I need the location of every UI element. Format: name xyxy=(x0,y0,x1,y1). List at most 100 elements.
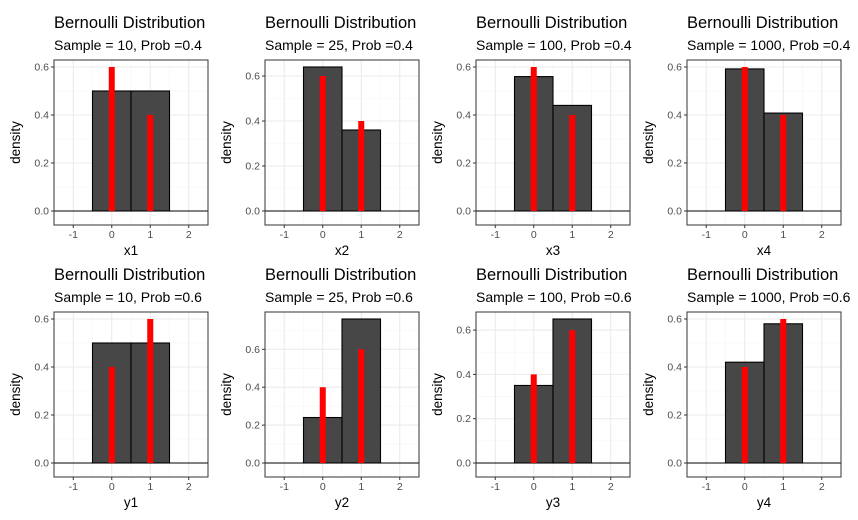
y-tick-label: 0.6 xyxy=(34,314,49,326)
x-tick-label: 2 xyxy=(819,229,825,241)
y-axis-label: density xyxy=(8,121,23,164)
chart-subtitle: Sample = 10, Prob =0.4 xyxy=(54,37,202,53)
y-tick-label: 0.6 xyxy=(245,71,260,83)
chart-subtitle: Sample = 25, Prob =0.6 xyxy=(265,289,413,305)
y-tick-label: 0.2 xyxy=(245,420,260,432)
x-tick-label: 0 xyxy=(109,481,115,493)
x-tick-label: 2 xyxy=(608,229,614,241)
x-tick-label: 0 xyxy=(742,481,748,493)
x-tick-label: 0 xyxy=(531,481,537,493)
y-tick-label: 0.0 xyxy=(34,206,49,218)
y-tick-label: 0.4 xyxy=(34,362,49,374)
y-tick-label: 0.2 xyxy=(34,410,49,422)
chart-title: Bernoulli Distribution xyxy=(54,14,205,32)
facet-panel-1: Bernoulli Distribution Sample = 10, Prob … xyxy=(8,14,209,258)
y-tick-label: 0.4 xyxy=(667,362,682,374)
y-tick-label: 0.2 xyxy=(245,161,260,173)
y-axis-label: density xyxy=(430,373,445,416)
x-tick-label: -1 xyxy=(69,481,78,493)
chart-subtitle: Sample = 100, Prob =0.6 xyxy=(476,289,632,305)
x-tick-label: -1 xyxy=(702,481,711,493)
facet-panel-8: Bernoulli Distribution Sample = 1000, Pro… xyxy=(641,266,851,510)
facet-panel-4: Bernoulli Distribution Sample = 1000, Pro… xyxy=(641,14,851,258)
y-tick-label: 0.6 xyxy=(456,325,471,337)
x-axis-label: y3 xyxy=(546,495,560,510)
x-tick-label: 2 xyxy=(397,229,403,241)
chart-title: Bernoulli Distribution xyxy=(54,266,205,284)
y-axis-label: density xyxy=(430,121,445,164)
x-axis-label: y1 xyxy=(124,495,138,510)
x-axis-label: y2 xyxy=(335,495,349,510)
x-tick-label: -1 xyxy=(280,481,289,493)
x-tick-label: 0 xyxy=(531,229,537,241)
y-axis-label: density xyxy=(641,121,656,164)
y-tick-label: 0.0 xyxy=(456,206,471,218)
x-tick-label: -1 xyxy=(491,481,500,493)
chart-title: Bernoulli Distribution xyxy=(265,14,416,32)
y-tick-label: 0.6 xyxy=(667,314,682,326)
y-tick-label: 0.4 xyxy=(245,382,260,394)
x-tick-label: 2 xyxy=(608,481,614,493)
panel-border xyxy=(686,311,842,478)
y-tick-label: 0.0 xyxy=(456,458,471,470)
panel-border xyxy=(686,59,842,226)
x-tick-label: -1 xyxy=(491,229,500,241)
chart-subtitle: Sample = 1000, Prob =0.6 xyxy=(687,289,851,305)
chart-subtitle: Sample = 1000, Prob =0.4 xyxy=(687,37,851,53)
x-tick-label: 0 xyxy=(742,229,748,241)
y-tick-label: 0.4 xyxy=(245,116,260,128)
x-tick-label: 1 xyxy=(358,229,364,241)
y-tick-label: 0.2 xyxy=(456,158,471,170)
chart-subtitle: Sample = 100, Prob =0.4 xyxy=(476,37,632,53)
chart-title: Bernoulli Distribution xyxy=(476,266,627,284)
y-tick-label: 0.2 xyxy=(667,158,682,170)
x-axis-label: x2 xyxy=(335,243,349,258)
x-tick-label: 0 xyxy=(320,229,326,241)
chart-title: Bernoulli Distribution xyxy=(265,266,416,284)
x-tick-label: -1 xyxy=(702,229,711,241)
chart-subtitle: Sample = 10, Prob =0.6 xyxy=(54,289,202,305)
chart-title: Bernoulli Distribution xyxy=(687,266,838,284)
panel-border xyxy=(264,311,420,478)
facet-panel-5: Bernoulli Distribution Sample = 10, Prob … xyxy=(8,266,209,510)
y-tick-label: 0.2 xyxy=(667,410,682,422)
y-tick-label: 0.4 xyxy=(456,110,471,122)
y-tick-label: 0.6 xyxy=(667,62,682,74)
y-tick-label: 0.6 xyxy=(456,62,471,74)
panel-border xyxy=(475,59,631,226)
x-tick-label: 1 xyxy=(569,481,575,493)
x-tick-label: 1 xyxy=(358,481,364,493)
panel-border xyxy=(264,59,420,226)
x-tick-label: 1 xyxy=(780,481,786,493)
y-tick-label: 0.4 xyxy=(667,110,682,122)
x-tick-label: 0 xyxy=(320,481,326,493)
x-tick-label: 1 xyxy=(569,229,575,241)
x-tick-label: 1 xyxy=(147,481,153,493)
x-tick-label: 2 xyxy=(397,481,403,493)
y-tick-label: 0.0 xyxy=(34,458,49,470)
x-axis-label: x3 xyxy=(546,243,560,258)
x-axis-label: x4 xyxy=(757,243,772,258)
facet-panel-6: Bernoulli Distribution Sample = 25, Prob … xyxy=(219,266,420,510)
panel-border xyxy=(475,311,631,478)
x-axis-label: x1 xyxy=(124,243,138,258)
facet-panel-3: Bernoulli Distribution Sample = 100, Prob… xyxy=(430,14,632,258)
y-tick-label: 0.6 xyxy=(245,344,260,356)
y-axis-label: density xyxy=(219,121,234,164)
y-tick-label: 0.4 xyxy=(34,110,49,122)
panel-border xyxy=(53,59,209,226)
x-tick-label: -1 xyxy=(280,229,289,241)
y-tick-label: 0.0 xyxy=(667,206,682,218)
y-tick-label: 0.2 xyxy=(34,158,49,170)
chart-subtitle: Sample = 25, Prob =0.4 xyxy=(265,37,413,53)
x-tick-label: 1 xyxy=(780,229,786,241)
y-tick-label: 0.6 xyxy=(34,62,49,74)
panel-border xyxy=(53,311,209,478)
chart-title: Bernoulli Distribution xyxy=(687,14,838,32)
y-tick-label: 0.2 xyxy=(456,413,471,425)
facet-panel-7: Bernoulli Distribution Sample = 100, Prob… xyxy=(430,266,632,510)
chart-title: Bernoulli Distribution xyxy=(476,14,627,32)
y-axis-label: density xyxy=(8,373,23,416)
x-axis-label: y4 xyxy=(757,495,772,510)
